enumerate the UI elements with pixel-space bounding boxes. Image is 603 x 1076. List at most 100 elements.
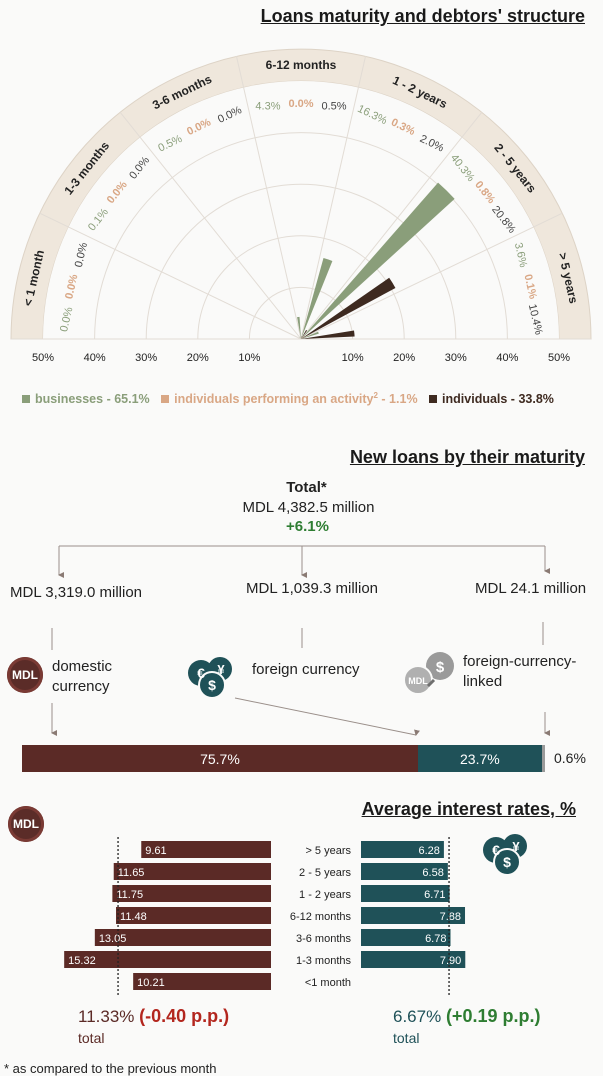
fc-total-change: (+0.19 p.p.) <box>445 1006 541 1026</box>
mdl-rate-bar-1-3-months <box>64 951 272 968</box>
fc-total-word: total <box>393 1030 420 1046</box>
bar-1-2-years-individuals-performing-an-activity <box>301 337 302 339</box>
bar-6-12-months-businesses-65-1 <box>297 316 301 339</box>
radial-tick-8: 40% <box>496 352 518 364</box>
dollar-link-coins-icon: $ MDL <box>403 652 454 695</box>
mdl-rate-bar-1-month <box>133 973 271 990</box>
polar-grid-spoke <box>300 212 563 340</box>
domestic-amount: MDL 3,319.0 million <box>10 584 143 601</box>
svg-text:MDL: MDL <box>408 676 428 686</box>
fc-rate-label-1-2-years: 6.71 <box>424 889 445 901</box>
mdl-coin-icon: MDL <box>7 657 43 693</box>
mdl-total-value: 11.33% <box>78 1007 135 1026</box>
rate-category-3-6-months: 3-6 months <box>296 933 352 945</box>
svg-text:€: € <box>197 665 205 681</box>
radial-tick-2: 30% <box>135 352 157 364</box>
radial-tick-7: 30% <box>445 352 467 364</box>
mdl-rate-bar-2-5-years <box>113 863 271 880</box>
fc-rate-bar-1-2-years <box>361 885 450 902</box>
radial-tick-9: 50% <box>548 352 570 364</box>
mdl-total-block: 11.33% (-0.40 p.p.) <box>78 1006 229 1027</box>
fc-total-value: 6.67% <box>393 1007 442 1026</box>
rate-category-2-5-years: 2 - 5 years <box>299 867 351 879</box>
radial-tick-1: 40% <box>84 352 106 364</box>
maturity-legend: businesses - 65.1% individuals performin… <box>22 391 562 406</box>
legend-businesses: businesses - 65.1% <box>22 392 153 406</box>
rate-category-1-2-years: 1 - 2 years <box>299 889 351 901</box>
value-label-1-month-businesses-65-1: 0.0% <box>58 306 75 333</box>
bar-1-2-years-individuals-33-8 <box>301 330 308 339</box>
value-label-5-years-businesses-65-1: 3.6% <box>512 241 529 268</box>
polar-grid-ring <box>145 183 457 340</box>
legend-swatch-individuals-activity <box>161 395 170 404</box>
total-change: +6.1% <box>286 518 329 535</box>
currency-share-bar: 75.7% 23.7% <box>22 745 545 772</box>
fc-rate-bar-5-years <box>361 841 444 858</box>
mdl-rate-label-1-2-years: 11.75 <box>116 889 143 901</box>
polar-grid-ring <box>197 235 405 340</box>
fc-rate-label-3-6-months: 6.78 <box>425 933 446 945</box>
linked-amount: MDL 24.1 million <box>475 580 587 597</box>
fc-rate-label-1-3-months: 7.90 <box>440 955 461 967</box>
rate-category-5-years: > 5 years <box>305 845 351 857</box>
polar-grid-spoke <box>119 111 302 340</box>
rate-category-1-month: <1 month <box>305 977 351 989</box>
svg-text:$: $ <box>208 677 216 693</box>
mdl-rate-bar-6-12-months <box>116 907 272 924</box>
value-label-6-12-months-individuals-33-8: 0.5% <box>322 100 347 112</box>
footnote: * as compared to the previous month <box>4 1061 217 1076</box>
svg-text:$: $ <box>436 659 445 676</box>
sector-label-6-12-months: 6-12 months <box>266 58 337 72</box>
fc-rate-bar-6-12-months <box>361 907 466 924</box>
rates-title: Average interest rates, % <box>361 799 576 819</box>
legend-label-individuals: individuals - 33.8% <box>442 392 554 407</box>
foreign-label: foreign currency <box>252 661 360 678</box>
value-label-5-years-individuals-performing-an-activity: 0.1% <box>521 273 538 300</box>
foreign-amount: MDL 1,039.3 million <box>246 580 379 597</box>
rate-category-1-3-months: 1-3 months <box>296 955 352 967</box>
mdl-rate-label-6-12-months: 11.48 <box>120 911 147 923</box>
bar-5-years-individuals-33-8 <box>301 330 355 339</box>
euro-yen-dollar-coins-icon: € ¥ $ <box>188 657 232 699</box>
share-domestic: 75.7% <box>22 745 418 772</box>
linked-label: foreign-currency-linked <box>463 653 577 690</box>
maturity-title: Loans maturity and debtors' structure <box>260 6 585 26</box>
polar-grid-spoke <box>300 111 483 340</box>
mdl-rate-label-1-month: 10.21 <box>137 977 165 989</box>
share-linked: 0.6% <box>554 750 586 766</box>
polar-plot-area <box>43 81 559 339</box>
svg-text:€: € <box>492 842 500 858</box>
fc-rate-bar-2-5-years <box>361 863 448 880</box>
legend-swatch-individuals <box>429 395 438 404</box>
legend-label-businesses: businesses - 65.1% <box>35 392 150 407</box>
fc-rate-label-6-12-months: 7.88 <box>440 911 461 923</box>
total-value: MDL 4,382.5 million <box>242 499 375 516</box>
total-block: Total* MDL 4,382.5 million +6.1% <box>0 479 603 535</box>
legend-label-individuals-activity: individuals performing an activity <box>174 392 374 407</box>
fc-rate-bar-1-3-months <box>361 951 466 968</box>
legend-footnote-mark: 2 <box>373 391 378 400</box>
radial-tick-3: 20% <box>187 352 209 364</box>
radial-tick-5: 10% <box>342 352 364 364</box>
polar-grid-spoke <box>235 56 302 340</box>
legend-individuals: individuals - 33.8% <box>429 392 554 406</box>
value-label-6-12-months-businesses-65-1: 4.3% <box>255 100 280 112</box>
fc-rate-label-5-years: 6.28 <box>418 845 439 857</box>
bar-1-2-years-businesses-65-1 <box>301 257 333 339</box>
mdl-badge-icon: MDL <box>8 806 44 842</box>
polar-grid-spoke <box>39 212 302 340</box>
value-label-1-month-individuals-performing-an-activity: 0.0% <box>63 273 80 300</box>
fx-coins-icon: € ¥ $ <box>483 834 527 876</box>
polar-grid-ring <box>94 132 508 340</box>
fc-total-block: 6.67% (+0.19 p.p.) <box>393 1006 540 1027</box>
fc-rate-label-2-5-years: 6.58 <box>422 867 443 879</box>
rate-category-6-12-months: 6-12 months <box>290 911 352 923</box>
svg-text:$: $ <box>503 854 511 870</box>
value-label-1-month-individuals-33-8: 0.0% <box>73 241 90 268</box>
legend-individuals-activity: individuals performing an activity2 - 1.… <box>161 391 421 407</box>
mdl-rate-label-2-5-years: 11.65 <box>118 867 145 879</box>
svg-text:¥: ¥ <box>512 839 520 854</box>
polar-grid-spoke <box>300 56 367 340</box>
rates-chart: > 5 years 9.61 6.28 2 - 5 years 11.65 6.58 1 -… <box>64 837 466 997</box>
